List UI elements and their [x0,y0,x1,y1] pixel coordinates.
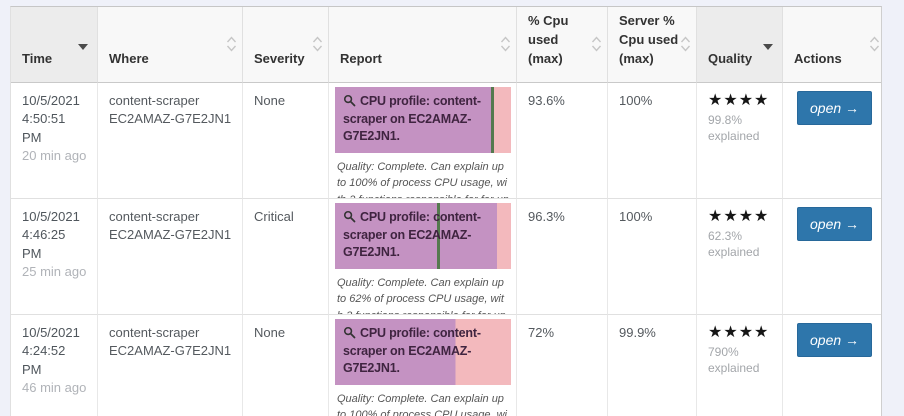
explained-label: 790% explained [708,344,760,375]
report-title: CPU profile: content-scraper on EC2AMAZ-… [343,326,481,375]
cpu-used-value: 72% [528,325,555,340]
column-header-quality[interactable]: Quality [697,7,783,83]
column-header-where[interactable]: Where [98,7,243,83]
column-header-cpu-used[interactable]: % Cpu used (max) [517,7,608,83]
column-header-server-cpu-used[interactable]: Server % Cpu used (max) [608,7,697,83]
sort-unsorted-icon [591,36,602,52]
where-value: content-scraper EC2AMAZ-G7E2JN1 [109,93,232,127]
severity-value: None [254,325,286,340]
report-quality-text: Quality: Complete. Can explain up to 62%… [337,276,506,315]
column-header-time[interactable]: Time [11,7,98,83]
cpu-used-cell: 93.6% [517,83,608,199]
sort-unsorted-icon [312,36,323,52]
time-cell: 10/5/2021 4:46:25 PM 25 min ago [11,199,98,315]
sort-descending-icon [78,44,88,50]
report-title: CPU profile: content-scraper on EC2AMAZ-… [343,94,481,143]
severity-value: None [254,93,286,108]
cpu-used-cell: 96.3% [517,199,608,315]
reports-table: Time Where Severity Report % Cpu used (m… [10,6,882,416]
report-cell: CPU profile: content-scraper on EC2AMAZ-… [329,315,517,416]
magnifier-icon [343,326,356,339]
sort-unsorted-icon [500,36,511,52]
actions-cell: open → [783,315,881,416]
actions-cell: open → [783,83,881,199]
report-link[interactable]: CPU profile: content-scraper on EC2AMAZ-… [335,319,511,385]
quality-cell: ★★★★ 62.3% explained [697,199,783,315]
sort-unsorted-icon [226,36,237,52]
cpu-used-cell: 72% [517,315,608,416]
explained-label: 62.3% explained [708,228,760,259]
report-cell: CPU profile: content-scraper on EC2AMAZ-… [329,83,517,199]
where-value: content-scraper EC2AMAZ-G7E2JN1 [109,325,232,359]
server-cpu-used-cell: 99.9% [608,315,697,416]
time-cell: 10/5/2021 4:50:51 PM 20 min ago [11,83,98,199]
quality-cell: ★★★★ 99.8% explained [697,83,783,199]
where-cell: content-scraper EC2AMAZ-G7E2JN1 [98,315,243,416]
sort-unsorted-icon [869,36,880,52]
column-header-report[interactable]: Report [329,7,517,83]
time-cell: 10/5/2021 4:24:52 PM 46 min ago [11,315,98,416]
report-quality-text: Quality: Complete. Can explain up to 100… [337,392,507,416]
quality-cell: ★★★★ 790% explained [697,315,783,416]
sort-descending-icon [763,44,773,50]
severity-cell: None [243,83,329,199]
open-button[interactable]: open → [797,207,873,241]
column-header-where-label: Where [109,51,149,67]
severity-cell: None [243,315,329,416]
report-cell: CPU profile: content-scraper on EC2AMAZ-… [329,199,517,315]
time-ago: 20 min ago [22,148,87,164]
report-title: CPU profile: content-scraper on EC2AMAZ-… [343,210,481,259]
column-header-report-label: Report [340,51,382,67]
open-button[interactable]: open → [797,91,873,125]
star-rating: ★★★★ [708,208,770,225]
actions-cell: open → [783,199,881,315]
where-value: content-scraper EC2AMAZ-G7E2JN1 [109,209,232,243]
explained-label: 99.8% explained [708,112,760,143]
cpu-used-value: 93.6% [528,93,565,108]
magnifier-icon [343,94,356,107]
open-button[interactable]: open → [797,323,873,357]
column-header-time-label: Time [22,51,53,67]
time-value: 10/5/2021 4:24:52 PM [22,325,80,377]
star-rating: ★★★★ [708,324,770,341]
column-header-actions[interactable]: Actions [783,7,881,83]
severity-cell: Critical [243,199,329,315]
report-quality-text: Quality: Complete. Can explain up to 100… [337,160,509,199]
time-ago: 46 min ago [22,380,87,396]
where-cell: content-scraper EC2AMAZ-G7E2JN1 [98,83,243,199]
where-cell: content-scraper EC2AMAZ-G7E2JN1 [98,199,243,315]
server-cpu-used-cell: 100% [608,199,697,315]
time-value: 10/5/2021 4:50:51 PM [22,93,80,145]
time-ago: 25 min ago [22,264,87,280]
column-header-server-cpu-used-label: Server % Cpu used (max) [619,13,679,67]
sort-unsorted-icon [680,36,691,52]
server-cpu-used-value: 100% [619,209,653,224]
column-header-quality-label: Quality [708,51,753,67]
star-rating: ★★★★ [708,92,770,109]
severity-value: Critical [254,209,294,224]
server-cpu-used-cell: 100% [608,83,697,199]
cpu-used-value: 96.3% [528,209,565,224]
server-cpu-used-value: 100% [619,93,653,108]
column-header-actions-label: Actions [794,51,842,67]
time-value: 10/5/2021 4:46:25 PM [22,209,80,261]
report-link[interactable]: CPU profile: content-scraper on EC2AMAZ-… [335,87,511,153]
magnifier-icon [343,210,356,223]
column-header-severity-label: Severity [254,51,305,67]
column-header-cpu-used-label: % Cpu used (max) [528,13,569,67]
column-header-severity[interactable]: Severity [243,7,329,83]
server-cpu-used-value: 99.9% [619,325,656,340]
report-link[interactable]: CPU profile: content-scraper on EC2AMAZ-… [335,203,511,269]
